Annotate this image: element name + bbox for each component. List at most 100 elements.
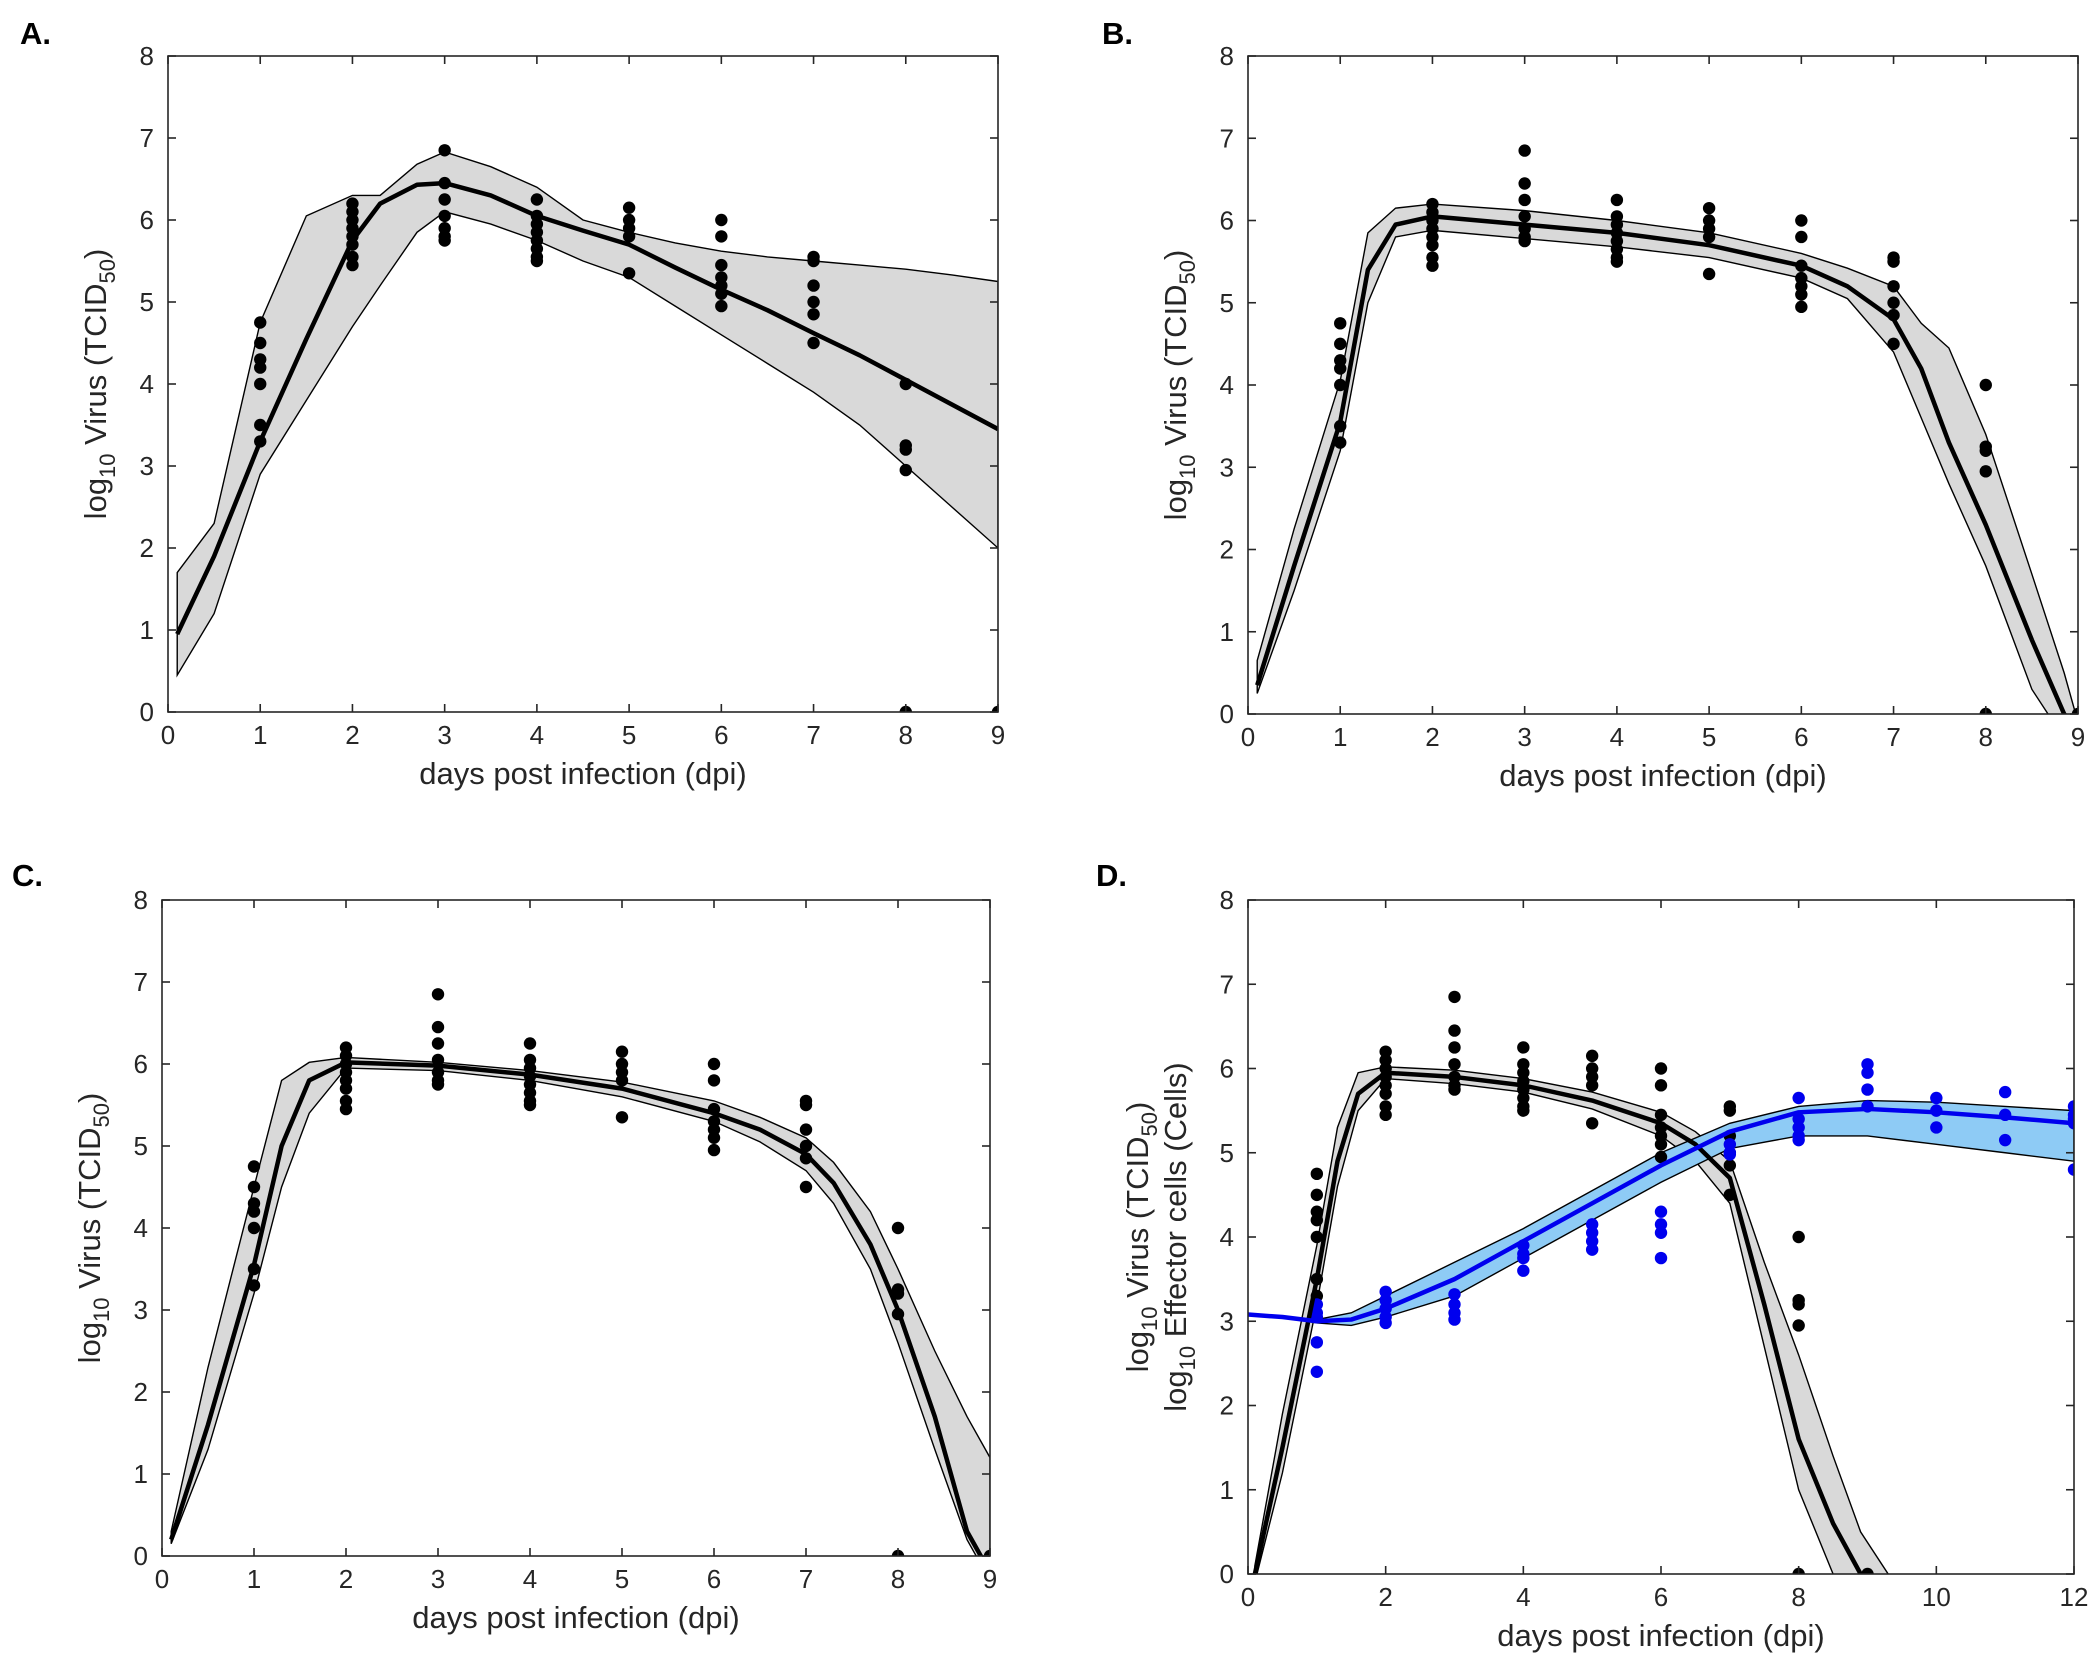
plot-area: [1248, 990, 2074, 1574]
virus-data-point: [1585, 1079, 1599, 1092]
y-tick-label: 0: [134, 1541, 148, 1571]
virus-data-point: [1861, 1567, 1874, 1574]
x-tick-label: 6: [714, 720, 728, 750]
y-tick-label: 7: [1220, 123, 1234, 153]
x-tick-label: 4: [530, 720, 544, 750]
ylabel-part-sub2: 50: [89, 1103, 114, 1127]
ylabel-part-pre: log: [1120, 1331, 1155, 1372]
virus-data-point: [530, 193, 544, 206]
virus-data-point: [1979, 378, 1992, 392]
y-tick-label: 6: [1220, 206, 1234, 236]
ylabel-part-sub: 10: [1175, 454, 1200, 478]
x-tick-label: 3: [437, 720, 451, 750]
x-tick-label: 12: [2060, 1582, 2089, 1612]
virus-data-point: [254, 336, 267, 350]
y-tick-label: 3: [134, 1295, 148, 1325]
virus-data-point: [707, 1143, 721, 1157]
x-tick-label: 2: [339, 1564, 353, 1594]
x-axis-label: days post infection (dpi): [1497, 1618, 1824, 1653]
y-tick-label: 5: [134, 1131, 148, 1161]
virus-data-point: [2071, 707, 2078, 714]
x-tick-label: 1: [247, 1564, 261, 1594]
effector-data-point: [1930, 1091, 1943, 1105]
x-tick-label: 6: [1654, 1582, 1668, 1612]
virus-data-point: [339, 1082, 353, 1095]
confidence-band-0: [1256, 203, 2077, 714]
virus-data-point: [1795, 300, 1808, 314]
virus-data-point: [707, 1057, 721, 1071]
virus-data-point: [1979, 444, 1992, 457]
y-tick-label: 1: [1220, 1475, 1234, 1505]
y-axis-label: log10 Virus (TCID50): [1120, 1102, 1162, 1373]
y-tick-label: 0: [1220, 1559, 1234, 1589]
x-tick-label: 4: [1610, 722, 1624, 752]
virus-data-point: [715, 299, 728, 313]
virus-data-point: [1379, 1087, 1392, 1100]
x-tick-label: 5: [1702, 722, 1716, 752]
virus-data-point: [799, 1180, 813, 1194]
virus-data-point: [1654, 1079, 1668, 1092]
model-fit-line-0: [169, 1060, 984, 1556]
effector-data-point: [1998, 1085, 2012, 1099]
virus-data-point: [438, 209, 451, 223]
y-axis-label: log10 Virus (TCID50): [72, 1093, 114, 1364]
effector-data-point: [1448, 1313, 1461, 1326]
x-tick-label: 8: [1979, 722, 1993, 752]
y-tick-label: 5: [140, 287, 154, 317]
virus-data-point: [1702, 230, 1716, 244]
virus-data-point: [1310, 1230, 1324, 1244]
virus-data-point: [615, 1045, 629, 1058]
model-fit-line-0: [1255, 214, 2068, 714]
virus-data-point: [254, 316, 267, 329]
y-axis-label: log10 Virus (TCID50): [78, 249, 120, 520]
y-axis-label: log10 Virus (TCID50): [1158, 250, 1200, 521]
effector-data-point: [1792, 1133, 1805, 1147]
virus-data-point: [1979, 465, 1992, 478]
x-axis-label: days post infection (dpi): [412, 1600, 739, 1635]
virus-data-point: [715, 213, 728, 227]
effector-data-point: [1310, 1365, 1324, 1379]
virus-data-point: [1610, 193, 1624, 207]
virus-data-point: [1702, 267, 1716, 281]
plot-area: [1255, 144, 2078, 714]
effector-data-point: [2067, 1163, 2074, 1176]
virus-data-point: [1334, 337, 1347, 351]
effector-data-point: [1861, 1066, 1874, 1079]
virus-data-point: [1448, 1083, 1461, 1096]
ylabel-part-mid: Virus (TCID: [78, 284, 113, 454]
virus-data-point: [807, 279, 820, 292]
ylabel-part-mid: Virus (TCID: [72, 1128, 107, 1298]
virus-data-point: [254, 418, 267, 432]
virus-data-point: [1426, 238, 1439, 252]
virus-data-point: [1518, 144, 1531, 157]
virus-data-point: [339, 1102, 353, 1116]
virus-data-point: [1310, 1188, 1324, 1202]
x-tick-label: 2: [1378, 1582, 1392, 1612]
ylabel-part-sub: 10: [89, 1297, 114, 1321]
x-tick-label: 7: [806, 720, 820, 750]
virus-data-point: [707, 1074, 721, 1087]
x-tick-label: 5: [615, 1564, 629, 1594]
x-axis-label: days post infection (dpi): [1499, 758, 1826, 793]
y-tick-label: 0: [1220, 699, 1234, 729]
virus-data-point: [431, 1037, 445, 1050]
virus-data-point: [1448, 1041, 1461, 1054]
effector-data-point: [1448, 1288, 1461, 1301]
virus-data-point: [1518, 193, 1531, 207]
plot-area: [175, 144, 998, 712]
ylabel-part-mid: Virus (TCID: [1158, 285, 1193, 455]
effector-data-point: [1310, 1336, 1324, 1349]
x-tick-label: 0: [155, 1564, 169, 1594]
x-tick-label: 0: [161, 720, 175, 750]
y-tick-label: 3: [1220, 1306, 1234, 1336]
ylabel-part-pre: log: [78, 478, 113, 519]
virus-data-point: [530, 254, 544, 268]
y-tick-label: 7: [1220, 969, 1234, 999]
y-tick-label: 0: [140, 697, 154, 727]
virus-data-point: [1448, 1024, 1461, 1037]
x-tick-label: 4: [1516, 1582, 1530, 1612]
virus-data-point: [991, 705, 998, 712]
virus-data-point: [1585, 1117, 1599, 1130]
virus-data-point: [707, 1131, 721, 1145]
